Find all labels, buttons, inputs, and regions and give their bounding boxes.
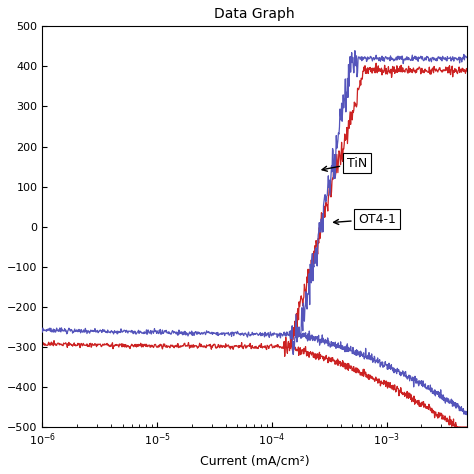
Text: OT4-1: OT4-1 — [334, 213, 396, 226]
Title: Data Graph: Data Graph — [214, 7, 295, 21]
Text: TiN: TiN — [322, 156, 367, 171]
X-axis label: Current (mA/cm²): Current (mA/cm²) — [200, 454, 310, 467]
